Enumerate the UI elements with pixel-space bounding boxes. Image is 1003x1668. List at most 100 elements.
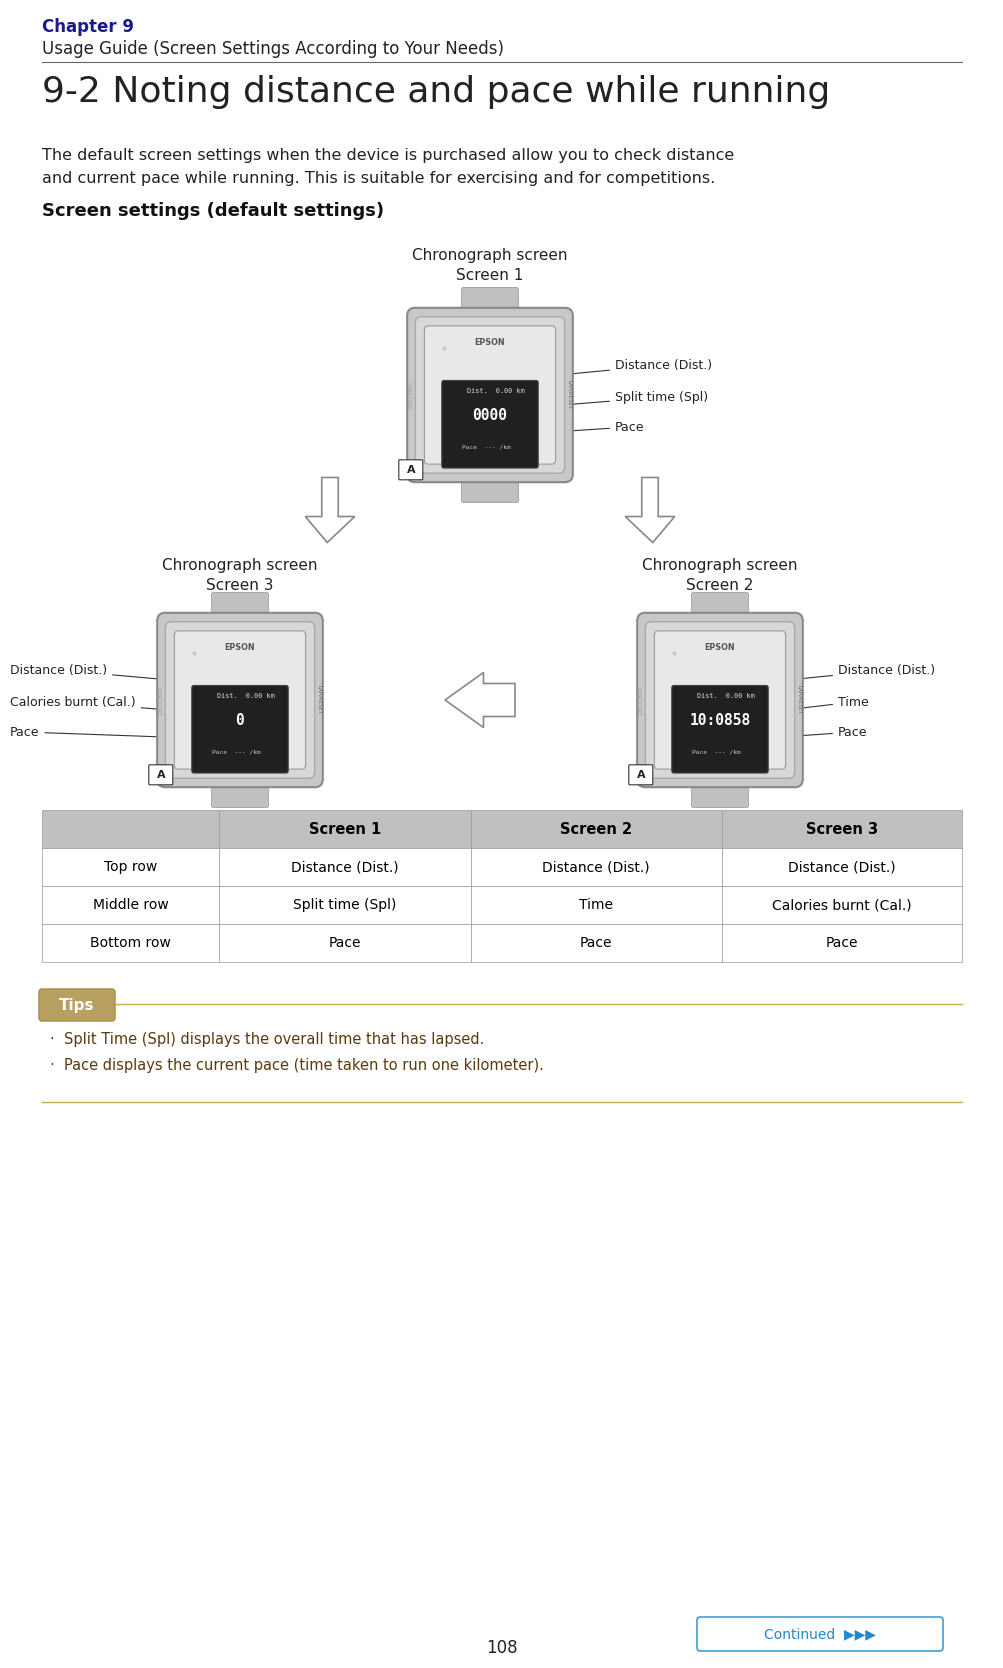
Text: *: * [192,651,197,661]
Text: Distance (Dist.): Distance (Dist.) [542,861,650,874]
Text: Distance (Dist.): Distance (Dist.) [291,861,398,874]
FancyBboxPatch shape [42,924,219,962]
FancyBboxPatch shape [470,847,721,886]
Text: Chronograph screen
Screen 2: Chronograph screen Screen 2 [642,559,797,592]
Text: ·  Split Time (Spl) displays the overall time that has lapsed.: · Split Time (Spl) displays the overall … [50,1032,483,1048]
Text: EPSON: EPSON [474,337,505,347]
FancyBboxPatch shape [415,317,564,474]
Text: Continued  ▶▶▶: Continued ▶▶▶ [763,1626,875,1641]
FancyBboxPatch shape [192,686,288,772]
FancyBboxPatch shape [148,766,173,786]
Polygon shape [444,672,515,727]
FancyBboxPatch shape [645,622,793,779]
FancyBboxPatch shape [721,924,961,962]
Text: 108: 108 [485,1640,518,1656]
Text: *: * [671,651,676,661]
Text: 9-2 Noting distance and pace while running: 9-2 Noting distance and pace while runni… [42,75,829,108]
FancyBboxPatch shape [721,847,961,886]
Text: Dist.  0.00 km: Dist. 0.00 km [696,692,754,699]
Text: Chronograph screen
Screen 1: Chronograph screen Screen 1 [412,249,567,284]
FancyBboxPatch shape [407,309,573,482]
FancyBboxPatch shape [470,886,721,924]
Text: Time: Time [771,696,868,714]
Text: ·  Pace displays the current pace (time taken to run one kilometer).: · Pace displays the current pace (time t… [50,1058,544,1073]
Text: Pace: Pace [10,726,188,741]
Text: Chronograph screen
Screen 3: Chronograph screen Screen 3 [162,559,317,592]
Text: Middle row: Middle row [92,897,169,912]
Text: The default screen settings when the device is purchased allow you to check dist: The default screen settings when the dev… [42,148,733,163]
Text: EPSON: EPSON [704,642,734,652]
Text: Split time (Spl): Split time (Spl) [542,390,707,409]
Text: Distance (Dist.): Distance (Dist.) [10,664,188,684]
Polygon shape [625,477,674,542]
Text: LAP/RESET: LAP/RESET [316,686,321,714]
FancyBboxPatch shape [42,847,219,886]
Text: Pace: Pace [580,936,612,951]
Text: EPSON: EPSON [225,642,255,652]
Text: Chapter 9: Chapter 9 [42,18,133,37]
Text: Pace  --- /km: Pace --- /km [461,444,511,449]
Text: LAP/RESET: LAP/RESET [566,380,571,410]
FancyBboxPatch shape [691,756,747,807]
FancyBboxPatch shape [721,811,961,847]
FancyBboxPatch shape [212,756,268,807]
Text: Calories burnt (Cal.): Calories burnt (Cal.) [771,897,911,912]
Text: Dist.  0.00 km: Dist. 0.00 km [217,692,275,699]
Text: and current pace while running. This is suitable for exercising and for competit: and current pace while running. This is … [42,172,714,187]
FancyBboxPatch shape [461,287,518,340]
FancyBboxPatch shape [157,612,323,787]
FancyBboxPatch shape [219,847,470,886]
Text: Pace: Pace [824,936,858,951]
Text: LAP/RESET: LAP/RESET [796,686,801,714]
Text: A: A [636,771,645,781]
Text: *: * [441,345,446,355]
FancyBboxPatch shape [39,989,115,1021]
Text: Dist.  0.00 km: Dist. 0.00 km [466,389,525,394]
FancyBboxPatch shape [628,766,652,786]
FancyBboxPatch shape [424,325,555,464]
Text: Screen 3: Screen 3 [805,822,878,836]
FancyBboxPatch shape [42,886,219,924]
Polygon shape [305,477,354,542]
Text: 0: 0 [236,714,244,729]
FancyBboxPatch shape [42,811,219,847]
Text: Pace  --- /km: Pace --- /km [212,749,261,754]
Text: Pace  --- /km: Pace --- /km [692,749,740,754]
FancyBboxPatch shape [461,450,518,502]
Text: Screen settings (default settings): Screen settings (default settings) [42,202,384,220]
Text: Calories burnt (Cal.): Calories burnt (Cal.) [10,696,188,714]
Text: DISC/CHRO: DISC/CHRO [408,382,413,409]
Text: Pace: Pace [328,936,361,951]
Text: DISC/CHRO: DISC/CHRO [158,686,163,714]
Text: Split time (Spl): Split time (Spl) [293,897,396,912]
FancyBboxPatch shape [721,886,961,924]
FancyBboxPatch shape [696,1616,942,1651]
FancyBboxPatch shape [654,631,784,769]
FancyBboxPatch shape [671,686,767,772]
Text: Time: Time [579,897,613,912]
FancyBboxPatch shape [637,612,802,787]
Text: 0000: 0000 [472,409,507,424]
Text: Distance (Dist.): Distance (Dist.) [542,359,711,379]
Text: Pace: Pace [771,726,867,741]
FancyBboxPatch shape [441,380,538,469]
Text: Screen 2: Screen 2 [560,822,632,836]
FancyBboxPatch shape [175,631,305,769]
Text: DISC/CHRO: DISC/CHRO [638,686,643,714]
Text: 10:0858: 10:0858 [689,714,750,729]
FancyBboxPatch shape [212,592,268,646]
FancyBboxPatch shape [219,811,470,847]
Text: Top row: Top row [104,861,157,874]
Text: Usage Guide (Screen Settings According to Your Needs): Usage Guide (Screen Settings According t… [42,40,504,58]
FancyBboxPatch shape [398,460,422,480]
FancyBboxPatch shape [691,592,747,646]
FancyBboxPatch shape [165,622,314,779]
FancyBboxPatch shape [470,811,721,847]
Text: Screen 1: Screen 1 [309,822,380,836]
FancyBboxPatch shape [219,886,470,924]
Text: Pace: Pace [542,420,644,435]
FancyBboxPatch shape [470,924,721,962]
Text: A: A [406,465,414,475]
Text: Tips: Tips [59,997,94,1012]
Text: Bottom row: Bottom row [90,936,171,951]
